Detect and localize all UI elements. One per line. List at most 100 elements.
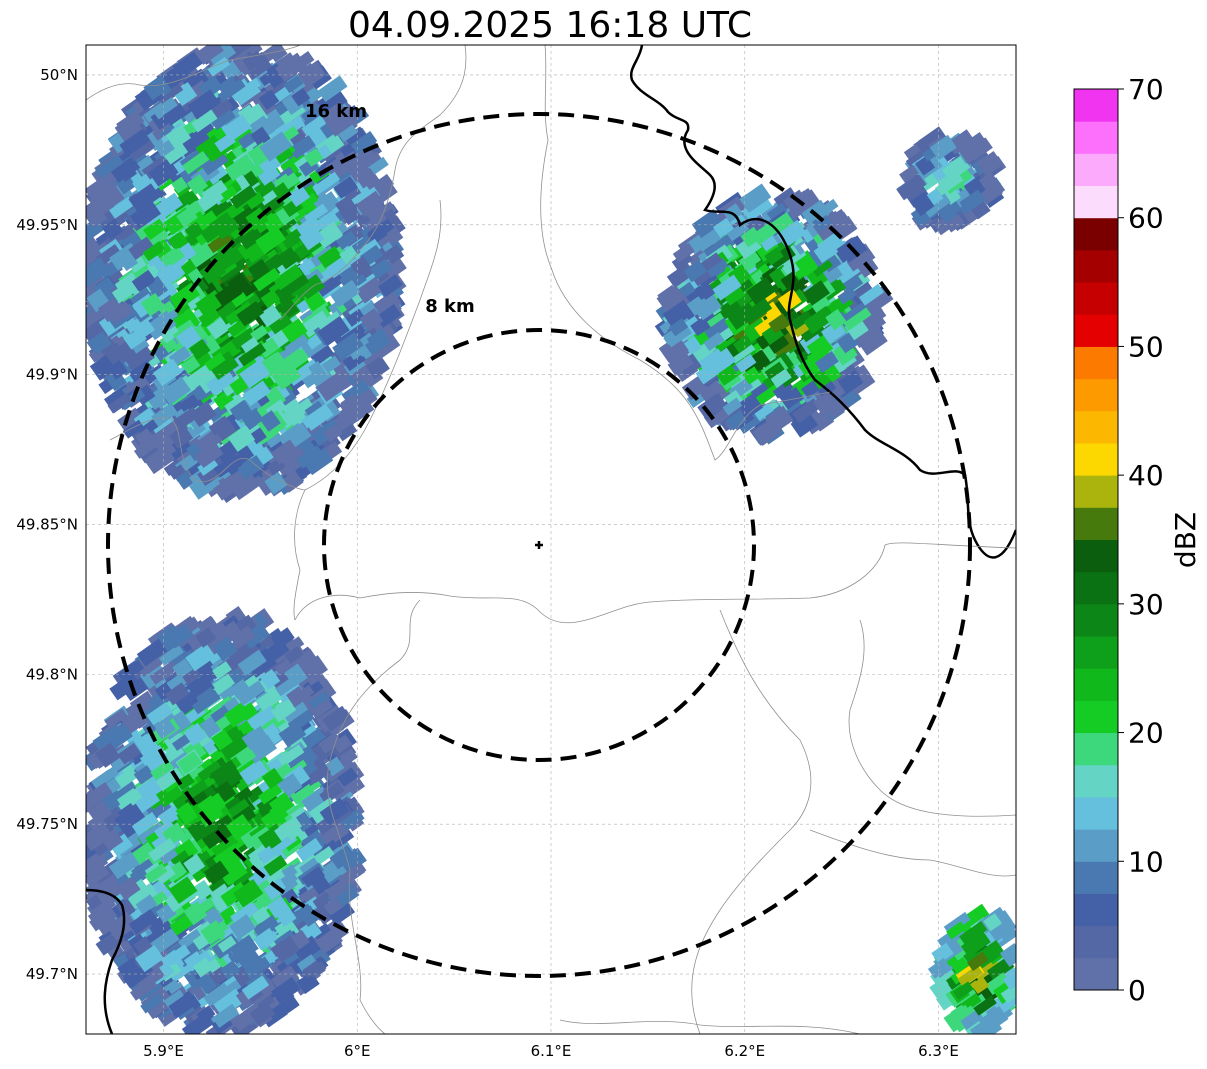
- echo-pixel: [273, 283, 296, 306]
- colorbar-swatch: [1074, 668, 1118, 701]
- echo-pixel: [340, 393, 361, 414]
- echo-pixel: [241, 407, 265, 431]
- echo-cell-southwest-band: [86, 606, 367, 1034]
- echo-pixel: [288, 134, 316, 159]
- echo-cell-northeast-cell: [654, 183, 894, 447]
- echo-pixel: [346, 158, 371, 182]
- echo-pixel: [275, 52, 307, 82]
- echo-pixel: [317, 75, 348, 103]
- echo-pixel: [255, 225, 287, 255]
- echo-pixel: [198, 75, 224, 99]
- echo-pixel: [152, 96, 179, 120]
- echo-pixel: [119, 129, 151, 157]
- echo-pixel: [181, 355, 201, 375]
- echo-pixel: [350, 255, 372, 277]
- echo-pixel: [232, 80, 261, 106]
- echo-pixel: [204, 352, 226, 372]
- echo-pixel: [213, 390, 235, 411]
- echo-pixel: [365, 332, 391, 356]
- echo-pixel: [335, 230, 358, 250]
- echo-pixel: [178, 394, 199, 412]
- echo-pixel: [229, 376, 249, 396]
- echo-pixel: [108, 301, 134, 325]
- echo-pixel: [86, 208, 107, 228]
- echo-pixel: [114, 115, 143, 143]
- echo-pixel: [359, 308, 384, 332]
- echo-pixel: [365, 355, 390, 380]
- echo-pixel: [208, 415, 231, 436]
- echo-pixel: [172, 82, 198, 107]
- y-tick-label: 49.9°N: [26, 366, 78, 384]
- echo-pixel: [312, 171, 341, 196]
- echo-pixel: [236, 301, 265, 327]
- colorbar-tick-label: 60: [1128, 202, 1164, 235]
- x-axis: 5.9°E 6°E 6.1°E 6.2°E 6.3°E: [143, 1042, 959, 1060]
- echo-pixel: [316, 372, 349, 402]
- echo-pixel: [154, 420, 181, 445]
- echo-pixel: [321, 355, 341, 374]
- echo-pixel: [182, 151, 210, 175]
- echo-pixel: [214, 132, 236, 153]
- echo-pixel: [258, 304, 282, 328]
- colorbar-swatch: [1074, 89, 1118, 122]
- echo-pixel: [323, 423, 343, 443]
- echo-pixel: [245, 191, 265, 210]
- echo-pixel: [87, 331, 112, 355]
- echo-pixel: [239, 359, 271, 389]
- colorbar-swatch: [1074, 539, 1118, 573]
- echo-cell-northwest-band: [86, 45, 407, 503]
- echo-pixel: [231, 327, 257, 351]
- echo-pixel: [195, 134, 221, 157]
- echo-pixel: [326, 101, 348, 122]
- echo-pixel: [200, 151, 229, 176]
- colorbar-swatch: [1074, 507, 1118, 540]
- range-label-8km: 8 km: [425, 296, 475, 317]
- colorbar-swatch: [1074, 249, 1118, 283]
- echo-pixel: [132, 318, 156, 341]
- echo-pixel: [285, 422, 312, 448]
- echo-pixel: [325, 107, 358, 137]
- echo-pixel: [249, 115, 271, 136]
- colorbar-swatch: [1074, 829, 1118, 862]
- echo-pixel: [304, 400, 325, 419]
- echo-pixel: [267, 312, 294, 337]
- echo-pixel: [304, 148, 324, 167]
- echo-cell-southeast-corner-cell: [927, 903, 1016, 1034]
- echo-pixel: [271, 361, 302, 391]
- x-tick-label: 6°E: [344, 1042, 371, 1060]
- colorbar-tick-label: 40: [1128, 459, 1164, 492]
- colorbar-swatch: [1074, 346, 1118, 380]
- echo-pixel: [314, 221, 344, 249]
- echo-pixel: [303, 403, 334, 431]
- echo-pixel: [264, 253, 285, 273]
- echo-pixel: [284, 333, 310, 355]
- colorbar-swatch: [1074, 925, 1118, 959]
- y-axis: 50°N 49.95°N 49.9°N 49.85°N 49.8°N 49.75°N 49.…: [16, 66, 78, 983]
- colorbar-swatch: [1074, 153, 1118, 187]
- echo-pixel: [304, 203, 329, 225]
- y-tick-label: 50°N: [40, 66, 78, 84]
- colorbar-swatch: [1074, 410, 1118, 444]
- echo-pixel: [144, 310, 177, 341]
- echo-pixel: [265, 431, 284, 449]
- echo-pixel: [301, 115, 327, 137]
- colorbar-swatch: [1074, 378, 1118, 412]
- echo-pixel: [160, 325, 181, 344]
- colorbar-swatches: [1074, 89, 1118, 991]
- colorbar-swatch: [1074, 893, 1118, 927]
- echo-pixel: [280, 470, 304, 493]
- colorbar-swatch: [1074, 217, 1118, 251]
- echo-pixel: [229, 399, 252, 422]
- echo-pixel: [217, 78, 246, 103]
- echo-pixel: [337, 122, 358, 143]
- echo-pixel: [217, 258, 247, 283]
- colorbar-tick-label: 10: [1128, 845, 1164, 878]
- echo-pixel: [281, 318, 308, 344]
- x-tick-label: 6.3°E: [918, 1042, 959, 1060]
- echo-pixel: [264, 471, 288, 495]
- echo-pixel: [86, 196, 107, 221]
- colorbar-ticks: 0 10 20 30 40 50 60 70: [1118, 73, 1164, 1007]
- colorbar-swatch: [1074, 732, 1118, 766]
- echo-pixel: [86, 234, 100, 259]
